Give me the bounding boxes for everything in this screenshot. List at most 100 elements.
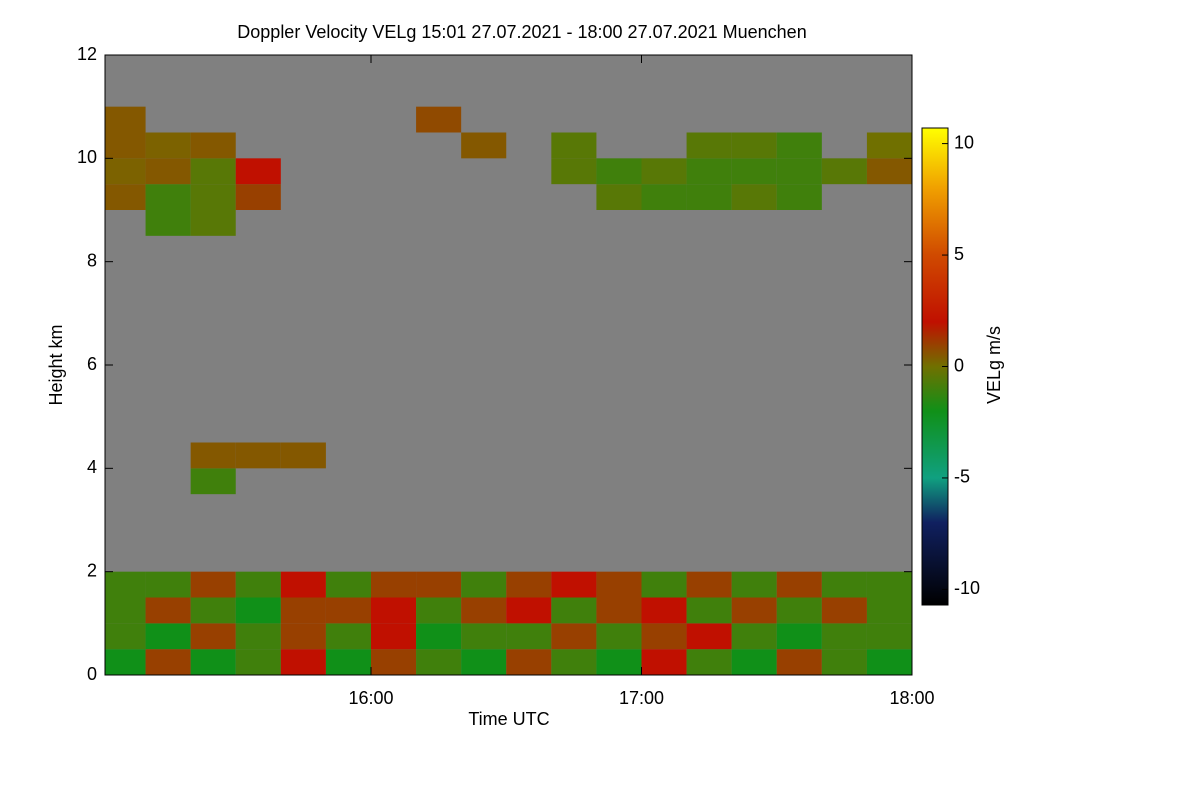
heatmap-cell	[105, 184, 146, 210]
heatmap-cell	[731, 158, 777, 185]
heatmap-cell	[145, 184, 191, 210]
heatmap-cell	[105, 571, 146, 598]
heatmap-cell	[461, 623, 507, 650]
heatmap-cell	[686, 158, 732, 185]
heatmap-cell	[145, 210, 191, 236]
heatmap-cell	[821, 649, 867, 675]
heatmap-cell	[506, 571, 552, 598]
y-axis-label: Height km	[46, 324, 66, 405]
heatmap-cell	[280, 649, 326, 675]
heatmap-cell	[641, 597, 687, 624]
colorbar-tick-label: 10	[954, 132, 974, 152]
heatmap-cell	[551, 597, 597, 624]
heatmap-cell	[190, 184, 236, 210]
heatmap-cell	[280, 442, 326, 469]
heatmap-cell	[551, 623, 597, 650]
heatmap-cell	[325, 649, 371, 675]
heatmap-cell	[821, 597, 867, 624]
heatmap-cell	[506, 623, 552, 650]
heatmap-cell	[596, 184, 642, 210]
heatmap-cell	[235, 442, 281, 469]
heatmap-cell	[641, 158, 687, 185]
y-tick-label: 2	[87, 560, 97, 580]
heatmap-cell	[641, 649, 687, 675]
heatmap-cell	[370, 597, 417, 624]
heatmap-cell	[416, 649, 462, 675]
heatmap-cell	[105, 597, 146, 624]
heatmap-cell	[776, 158, 822, 185]
heatmap-cell	[731, 597, 777, 624]
heatmap-cell	[145, 571, 191, 598]
heatmap-cell	[190, 158, 236, 185]
heatmap-cell	[731, 623, 777, 650]
heatmap-cell	[551, 158, 597, 185]
heatmap-cell	[235, 184, 281, 210]
x-axis-label: Time UTC	[468, 709, 549, 729]
heatmap-cell	[776, 184, 822, 210]
heatmap-cell	[190, 468, 236, 495]
heatmap-cell	[190, 132, 236, 159]
heatmap-cell	[461, 132, 507, 159]
heatmap-cell	[686, 649, 732, 675]
heatmap-cell	[596, 597, 642, 624]
heatmap-cell	[416, 106, 462, 133]
heatmap-cell	[776, 623, 822, 650]
heatmap-cell	[325, 571, 371, 598]
heatmap-cell	[190, 442, 236, 469]
heatmap-cell	[506, 649, 552, 675]
heatmap-cell	[821, 623, 867, 650]
heatmap-cell	[821, 158, 867, 185]
heatmap-cell	[551, 571, 597, 598]
heatmap-cell	[145, 623, 191, 650]
heatmap-cell	[821, 571, 867, 598]
heatmap-cell	[370, 649, 417, 675]
heatmap-cell	[145, 158, 191, 185]
heatmap-cell	[686, 623, 732, 650]
y-tick-label: 0	[87, 664, 97, 684]
heatmap-cell	[145, 649, 191, 675]
heatmap-cell	[731, 132, 777, 159]
heatmap-cell	[731, 184, 777, 210]
heatmap-cell	[596, 623, 642, 650]
colorbar-tick-label: 0	[954, 355, 964, 375]
heatmap-cell	[105, 158, 146, 185]
heatmap-cell	[280, 571, 326, 598]
heatmap-cell	[235, 597, 281, 624]
heatmap-cells	[105, 106, 912, 675]
heatmap-cell	[776, 597, 822, 624]
heatmap-cell	[641, 184, 687, 210]
heatmap-cell	[551, 649, 597, 675]
x-tick-label: 16:00	[348, 688, 393, 708]
colorbar-tick-label: -5	[954, 467, 970, 487]
heatmap-cell	[866, 571, 912, 598]
heatmap-cell	[190, 210, 236, 236]
colorbar-label: VELg m/s	[984, 326, 1004, 404]
heatmap-cell	[190, 571, 236, 598]
heatmap-cell	[731, 649, 777, 675]
heatmap-cell	[686, 571, 732, 598]
chart-title: Doppler Velocity VELg 15:01 27.07.2021 -…	[237, 22, 806, 42]
colorbar-tick-label: 5	[954, 244, 964, 264]
heatmap-cell	[416, 597, 462, 624]
heatmap-cell	[235, 158, 281, 185]
heatmap-cell	[105, 623, 146, 650]
heatmap-cell	[866, 158, 912, 185]
heatmap-cell	[461, 649, 507, 675]
y-tick-label: 4	[87, 457, 97, 477]
heatmap-cell	[686, 597, 732, 624]
heatmap-cell	[280, 623, 326, 650]
heatmap-cell	[190, 597, 236, 624]
heatmap-cell	[280, 597, 326, 624]
heatmap-cell	[145, 597, 191, 624]
heatmap-cell	[235, 649, 281, 675]
heatmap-cell	[370, 623, 417, 650]
heatmap-cell	[641, 623, 687, 650]
heatmap-cell	[370, 571, 417, 598]
heatmap-cell	[776, 649, 822, 675]
x-tick-label: 17:00	[619, 688, 664, 708]
heatmap-cell	[190, 649, 236, 675]
heatmap-cell	[235, 623, 281, 650]
heatmap-cell	[325, 597, 371, 624]
heatmap-cell	[731, 571, 777, 598]
heatmap-cell	[776, 571, 822, 598]
